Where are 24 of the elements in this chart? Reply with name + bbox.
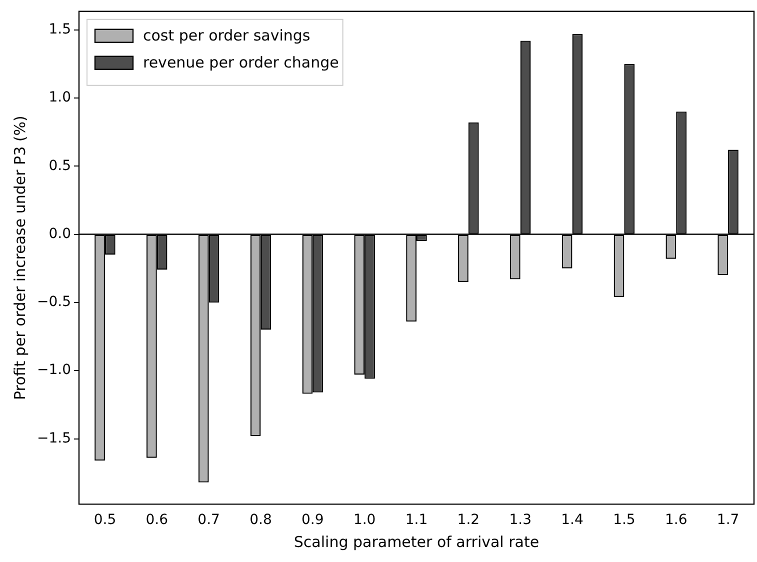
y-tick-label: 0.0 (48, 226, 71, 242)
x-tick-label: 1.2 (457, 512, 480, 528)
x-tick-label: 1.6 (664, 512, 688, 528)
y-tick-label: −0.5 (36, 294, 71, 310)
y-tick-label: 1.0 (48, 90, 71, 106)
legend-label: cost per order savings (142, 26, 310, 44)
x-tick-label: 1.7 (716, 512, 740, 528)
x-tick-label: 0.7 (198, 512, 220, 528)
y-tick-label: 0.5 (48, 158, 71, 174)
x-tick-label: 1.0 (353, 512, 376, 528)
x-tick-label: 1.3 (509, 512, 532, 528)
x-tick-label: 0.5 (94, 512, 116, 528)
x-tick-label: 0.8 (250, 512, 272, 528)
x-tick-label: 1.4 (561, 512, 584, 528)
y-tick-label: −1.0 (36, 362, 71, 378)
y-tick-label: 1.5 (48, 21, 71, 38)
x-axis-title: Scaling parameter of arrival rate (294, 532, 540, 551)
legend-label: revenue per order change (142, 53, 339, 72)
y-tick-label: −1.5 (36, 430, 71, 446)
x-tick-label: 0.6 (146, 512, 168, 528)
x-tick-label: 1.5 (613, 512, 636, 528)
y-axis-title: Profit per order increase under P3 (%) (10, 116, 29, 400)
x-tick-label: 1.1 (405, 512, 428, 528)
x-tick-label: 0.9 (302, 512, 324, 528)
